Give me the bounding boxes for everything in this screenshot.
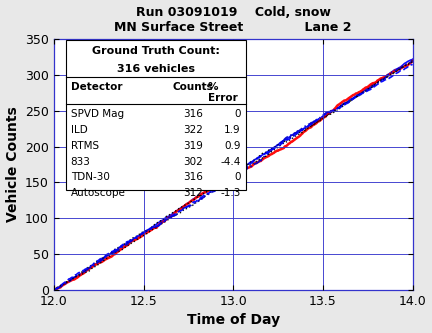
- Text: Counts: Counts: [172, 82, 213, 92]
- Text: Detector: Detector: [71, 82, 122, 92]
- Title: Run 03091019    Cold, snow
MN Surface Street              Lane 2: Run 03091019 Cold, snow MN Surface Stree…: [114, 6, 352, 34]
- Text: 0: 0: [234, 109, 240, 119]
- FancyBboxPatch shape: [67, 40, 246, 189]
- Text: 0.9: 0.9: [224, 141, 240, 151]
- Text: 312: 312: [183, 188, 203, 198]
- Text: 316: 316: [183, 109, 203, 119]
- Text: RTMS: RTMS: [71, 141, 99, 151]
- Text: -1.3: -1.3: [220, 188, 240, 198]
- Text: 1.9: 1.9: [224, 125, 240, 135]
- Text: ILD: ILD: [71, 125, 87, 135]
- Text: TDN-30: TDN-30: [71, 172, 110, 182]
- Text: SPVD Mag: SPVD Mag: [71, 109, 124, 119]
- Y-axis label: Vehicle Counts: Vehicle Counts: [6, 107, 19, 222]
- Text: 316 vehicles: 316 vehicles: [117, 64, 195, 74]
- Text: 0: 0: [234, 172, 240, 182]
- Text: Autoscope: Autoscope: [71, 188, 126, 198]
- Text: 316: 316: [183, 172, 203, 182]
- Text: %
Error: % Error: [208, 82, 238, 103]
- Text: 833: 833: [71, 157, 91, 167]
- X-axis label: Time of Day: Time of Day: [187, 313, 280, 327]
- Text: 319: 319: [183, 141, 203, 151]
- Text: Ground Truth Count:: Ground Truth Count:: [92, 46, 220, 56]
- Text: -4.4: -4.4: [220, 157, 240, 167]
- Text: 302: 302: [183, 157, 203, 167]
- Text: 322: 322: [183, 125, 203, 135]
